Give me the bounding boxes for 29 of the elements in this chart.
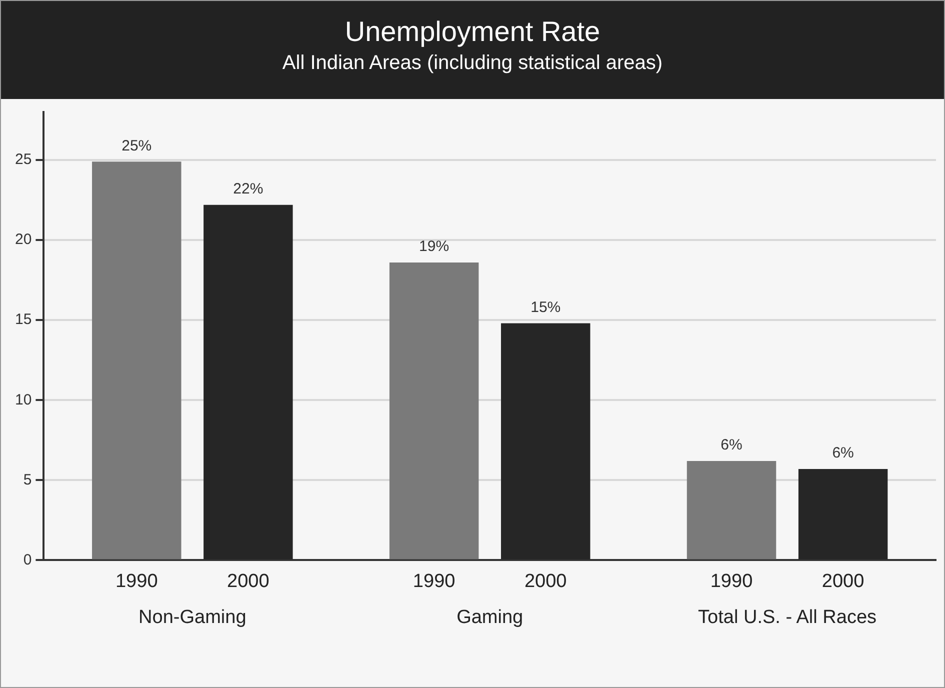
bar: [92, 162, 182, 560]
data-label: 25%: [122, 137, 152, 154]
x-tick-label: Total U.S. - All Races: [698, 606, 877, 628]
data-label: 22%: [233, 180, 264, 198]
x-tick-label: Gaming: [456, 606, 524, 628]
data-label: 6%: [720, 436, 742, 454]
text: 2000: [524, 570, 567, 592]
y-tick-label: 25: [14, 151, 32, 168]
y-tick-label: 10: [14, 391, 32, 408]
data-label: 15%: [530, 298, 561, 316]
series-label: 2000: [227, 570, 270, 592]
text: 1990: [412, 570, 456, 592]
y-tick-label: 20: [14, 231, 32, 248]
bar: [204, 204, 293, 560]
text: 1990: [710, 570, 753, 592]
data-label: 19%: [419, 238, 450, 256]
bar: [686, 460, 776, 560]
series-label: 1990: [115, 570, 158, 592]
chart-title: Unemployment Rate: [344, 15, 602, 49]
bar: [798, 468, 888, 560]
y-tick-label: 5: [23, 471, 32, 488]
data-label: 6%: [832, 444, 854, 462]
bar: [500, 323, 590, 560]
x-tick-label: Non-Gaming: [138, 606, 246, 628]
chart-subtitle: All Indian Areas (including statistical areas): [281, 51, 664, 76]
y-tick-label: 15: [14, 311, 32, 328]
y-tick-label: 0: [23, 551, 32, 568]
text: 2000: [822, 570, 864, 592]
bar: [389, 262, 479, 560]
